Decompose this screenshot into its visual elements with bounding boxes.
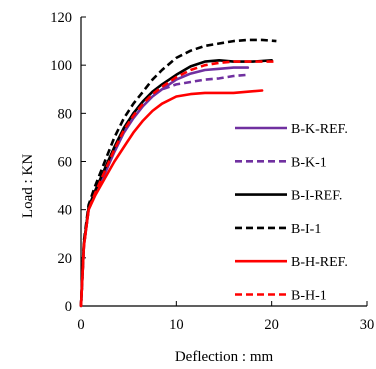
series-line-b-k-1 (79, 73, 248, 307)
axes-layer: 0 20 40 60 80 100 120 0 10 20 30 (50, 10, 374, 333)
y-tick-label: 40 (58, 203, 73, 219)
y-tick-label: 0 (65, 299, 72, 315)
x-tick-label: 10 (169, 317, 184, 333)
y-tick-label: 20 (58, 251, 73, 267)
y-tick-label: 120 (50, 10, 72, 26)
y-tick-label: 60 (58, 155, 73, 171)
series-line-b-h-ref (79, 89, 264, 308)
series-line-b-h-1 (79, 60, 277, 307)
series-layer (79, 38, 277, 308)
legend: B-K-REF. B-K-1 B-I-REF. B-I-1 B-H-REF. B-H-1 (235, 122, 348, 304)
y-tick-label: 80 (58, 106, 73, 122)
legend-label: B-I-REF. (291, 189, 342, 204)
x-tick-label: 0 (77, 317, 84, 333)
x-tick-label: 20 (264, 317, 279, 333)
legend-label: B-K-1 (291, 155, 327, 170)
x-axis-title: Deflection : mm (175, 349, 274, 365)
legend-label: B-K-REF. (291, 122, 348, 137)
legend-label: B-H-REF. (291, 255, 348, 270)
series-line-b-i-1 (79, 38, 277, 307)
x-tick-label: 30 (360, 317, 375, 333)
y-tick-label: 100 (50, 58, 72, 74)
y-axis-title: Load : KN (20, 154, 36, 218)
legend-label: B-I-1 (291, 222, 321, 237)
legend-label: B-H-1 (291, 289, 327, 304)
